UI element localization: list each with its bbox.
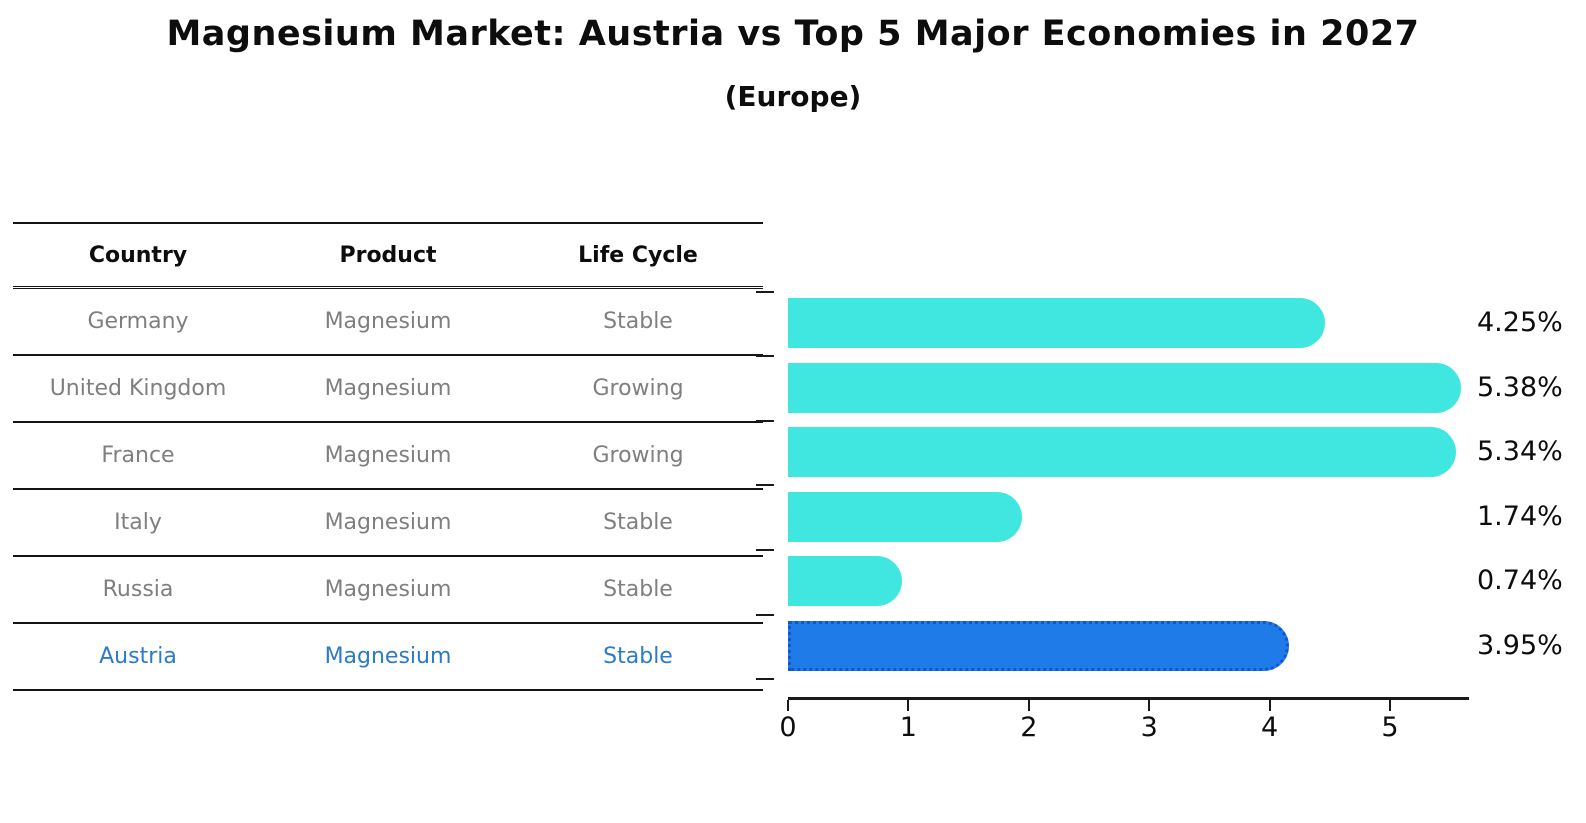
- y-axis-tick: [756, 548, 774, 551]
- y-axis-tick: [756, 484, 774, 487]
- table-cell-country: Italy: [114, 510, 162, 535]
- table-cell-life-cycle: Stable: [603, 577, 673, 602]
- table-cell-country: France: [101, 443, 175, 468]
- table-cell-product: Magnesium: [324, 577, 452, 602]
- x-axis-tick: [787, 700, 789, 711]
- table-header-cell: Product: [339, 242, 437, 268]
- y-axis-tick: [756, 613, 774, 616]
- bar-value-label: 4.25%: [1477, 307, 1563, 338]
- x-axis-tick: [907, 700, 910, 711]
- chart-title: Magnesium Market: Austria vs Top 5 Major…: [166, 14, 1420, 54]
- x-axis-tick-label: 1: [899, 712, 917, 743]
- x-axis-tick: [1389, 700, 1391, 711]
- y-axis-tick: [756, 419, 774, 422]
- bar-italy: [788, 491, 1023, 542]
- table-cell-product: Magnesium: [324, 644, 452, 669]
- x-axis-tick-label: 5: [1381, 712, 1399, 743]
- x-axis-tick-label: 4: [1261, 712, 1279, 743]
- x-axis-tick-label: 0: [779, 712, 797, 743]
- bar-germany: [788, 298, 1325, 348]
- table-body: Germany Magnesium Stable United Kingdom Magn…: [13, 289, 763, 691]
- table-row: Russia Magnesium Stable: [13, 557, 763, 624]
- table-cell-country: Russia: [102, 577, 174, 602]
- table-cell-product: Magnesium: [324, 376, 452, 401]
- table-cell-country: United Kingdom: [49, 376, 227, 401]
- table-cell-life-cycle: Growing: [592, 443, 684, 468]
- table-cell-country: Austria: [99, 644, 177, 669]
- table-cell-life-cycle: Stable: [603, 309, 673, 334]
- table-row: Italy Magnesium Stable: [13, 490, 763, 557]
- x-axis-tick-label: 2: [1020, 712, 1038, 743]
- table-row: United Kingdom Magnesium Growing: [13, 356, 763, 423]
- table-header-row: Country Product Life Cycle: [13, 224, 763, 289]
- bar-value-label: 1.74%: [1477, 500, 1563, 532]
- bar-value-label: 0.74%: [1477, 565, 1563, 597]
- bar-value-label: 3.95%: [1477, 630, 1563, 661]
- table-cell-product: Magnesium: [324, 443, 452, 468]
- y-axis-tick: [756, 290, 774, 293]
- y-axis-tick: [756, 678, 774, 681]
- x-axis-tick-label: 3: [1140, 712, 1158, 743]
- y-axis-tick: [756, 355, 774, 358]
- table-header-cell: Life Cycle: [578, 242, 698, 268]
- bar-value-label: 5.38%: [1477, 371, 1563, 403]
- bar-value-label: 5.34%: [1477, 436, 1563, 468]
- table-header-cell: Country: [88, 242, 188, 268]
- table-cell-life-cycle: Growing: [592, 376, 684, 401]
- table-cell-life-cycle: Stable: [603, 644, 673, 669]
- table-row: Germany Magnesium Stable: [13, 289, 763, 356]
- bar-united-kingdom: [788, 362, 1461, 413]
- table-row: Austria Magnesium Stable: [13, 624, 763, 691]
- x-axis-line: [788, 697, 1469, 700]
- table-cell-product: Magnesium: [324, 309, 452, 334]
- x-axis-tick: [1027, 700, 1030, 711]
- bar-highlight-austria: [788, 621, 1289, 671]
- table-row: France Magnesium Growing: [13, 423, 763, 490]
- chart-subtitle: (Europe): [724, 80, 862, 113]
- x-axis-tick: [1148, 700, 1151, 711]
- country-table: Country Product Life Cycle Germany Magnesiu…: [13, 222, 763, 691]
- table-cell-country: Germany: [87, 309, 189, 334]
- x-axis-tick: [1268, 700, 1271, 711]
- table-cell-product: Magnesium: [324, 510, 452, 535]
- bar-russia: [788, 556, 903, 607]
- table-cell-life-cycle: Stable: [603, 510, 673, 535]
- bar-france: [788, 427, 1456, 478]
